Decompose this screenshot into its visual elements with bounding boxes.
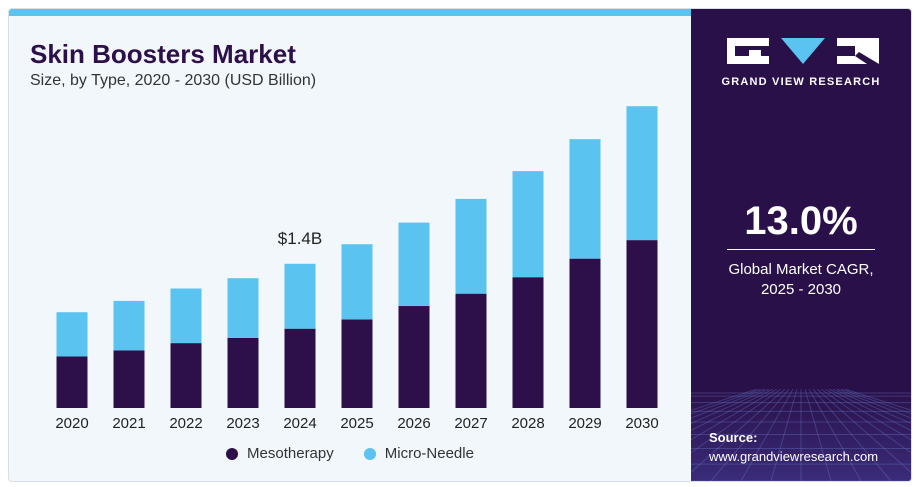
x-tick-label-2024: 2024 [283,415,316,432]
bar-micro-needle-2029 [569,139,601,259]
legend-swatch-micro-needle [363,447,376,460]
chart-panel: Skin Boosters Market Size, by Type, 2020… [9,9,691,481]
bar-mesotherapy-2026 [398,306,430,408]
chart-legend: Mesotherapy Micro-Needle [9,445,691,462]
bar-mesotherapy-2023 [227,337,259,408]
accent-stripe [9,9,691,16]
bar-mesotherapy-2020 [56,356,88,408]
legend-item-mesotherapy: Mesotherapy [226,445,334,462]
bar-mesotherapy-2028 [512,277,544,408]
cagr-divider [727,249,875,250]
bar-micro-needle-2030 [626,106,658,241]
x-tick-label-2030: 2030 [625,415,658,432]
bar-mesotherapy-2025 [341,319,373,408]
bar-micro-needle-2021 [113,300,145,351]
legend-label-micro-needle: Micro-Needle [384,445,474,462]
bar-micro-needle-2022 [170,288,202,344]
bar-micro-needle-2028 [512,171,544,278]
x-tick-label-2025: 2025 [340,415,373,432]
legend-label-mesotherapy: Mesotherapy [247,445,334,462]
x-tick-label-2020: 2020 [55,415,88,432]
legend-item-micro-needle: Micro-Needle [363,445,474,462]
bar-micro-needle-2027 [455,198,487,294]
x-tick-label-2023: 2023 [226,415,259,432]
bar-mesotherapy-2027 [455,293,487,408]
bar-mesotherapy-2029 [569,258,601,408]
legend-swatch-mesotherapy [226,447,239,460]
cagr-label: Global Market CAGR, 2025 - 2030 [691,260,911,300]
x-tick-label-2026: 2026 [397,415,430,432]
x-tick-label-2022: 2022 [169,415,202,432]
decorative-mesh-pattern [691,389,911,481]
source-url[interactable]: www.grandviewresearch.com [709,449,879,464]
brand-name: GRAND VIEW RESEARCH [721,76,881,88]
bar-mesotherapy-2030 [626,240,658,408]
chart-subtitle: Size, by Type, 2020 - 2030 (USD Billion) [30,72,317,89]
chart-title: Skin Boosters Market [30,39,296,69]
cagr-value: 13.0% [744,199,858,243]
bar-micro-needle-2020 [56,312,88,357]
source-label: Source: [709,430,758,445]
cagr-label-line1: Global Market CAGR, [728,261,874,278]
stacked-bar-chart: 2020 2021 2022 2023 2024 2025 2026 2027 2028 2029… [55,106,659,432]
bar-mesotherapy-2024 [284,328,316,408]
x-tick-label-2028: 2028 [511,415,544,432]
bar-mesotherapy-2022 [170,343,202,408]
x-tick-label-2027: 2027 [454,415,487,432]
bar-micro-needle-2023 [227,278,259,338]
grand-view-research-logo [719,35,883,69]
bar-mesotherapy-2021 [113,350,145,408]
cagr-label-line2: 2025 - 2030 [760,281,842,298]
x-tick-label-2021: 2021 [112,415,145,432]
bar-micro-needle-2024 [284,263,316,329]
x-tick-label-2029: 2029 [568,415,601,432]
bar-micro-needle-2026 [398,222,430,307]
bar-micro-needle-2025 [341,244,373,320]
infographic-card: Skin Boosters Market Size, by Type, 2020… [8,8,912,482]
sidebar-panel: GRAND VIEW RESEARCH 13.0% Global Market … [691,9,911,481]
data-label-2024: $1.4B [278,229,322,248]
